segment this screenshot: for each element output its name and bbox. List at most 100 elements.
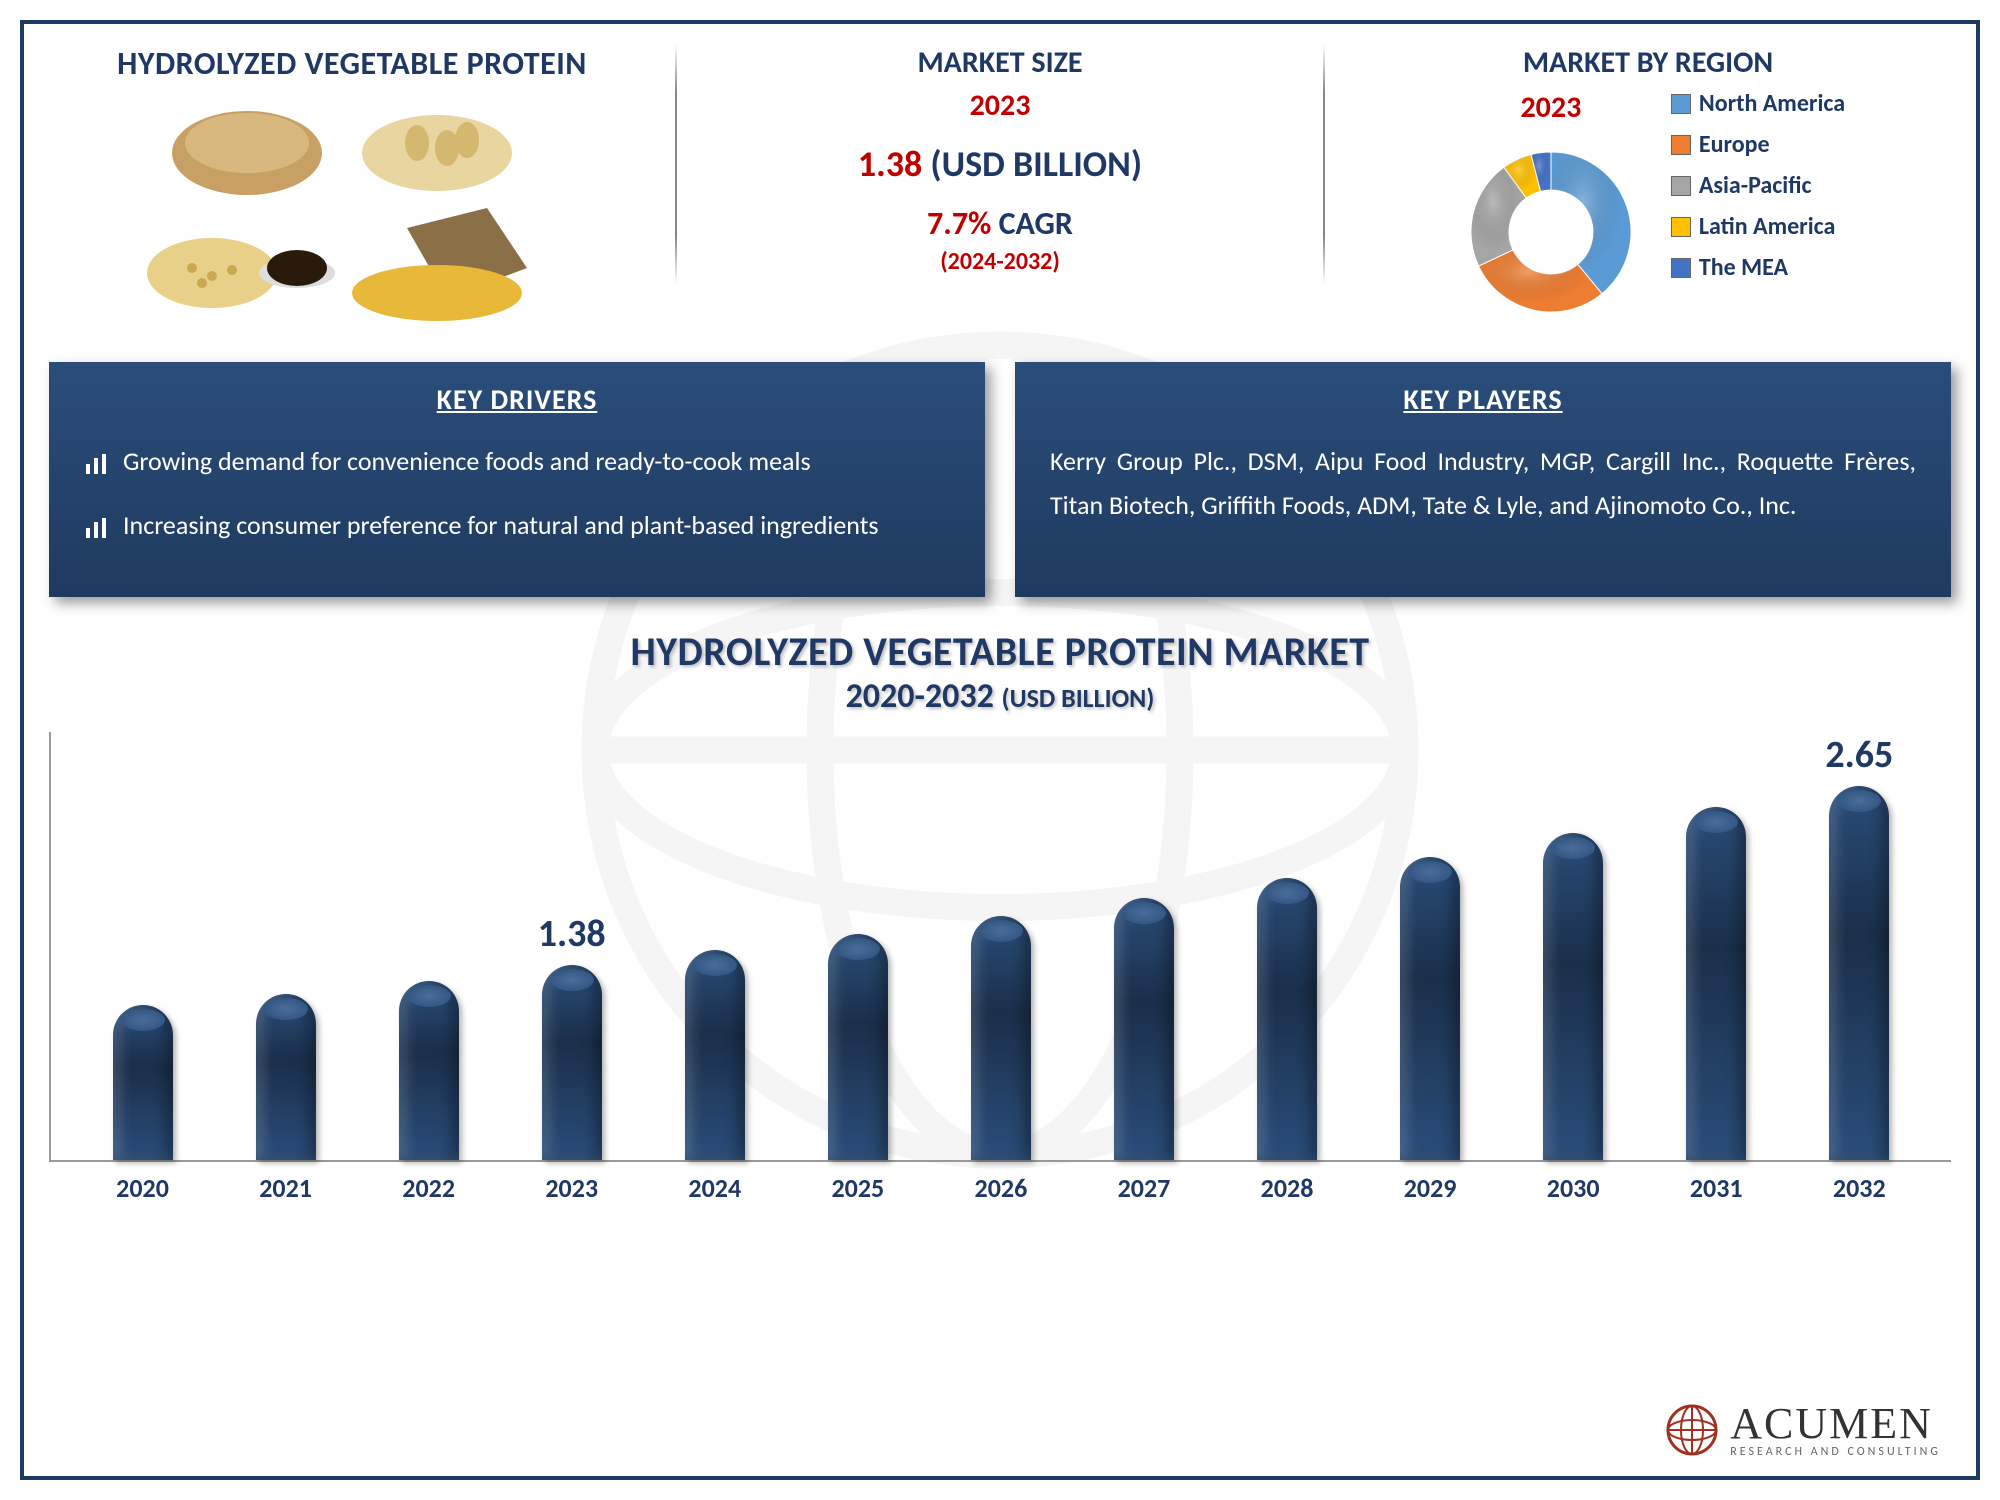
legend-item: Latin America [1671,212,1845,241]
bar-column [971,916,1031,1160]
key-drivers-title: KEY DRIVERS [84,382,950,417]
x-axis-label: 2024 [685,1172,745,1204]
product-title: HYDROLYZED VEGETABLE PROTEIN [49,44,655,83]
bar [256,994,316,1161]
key-players-box: KEY PLAYERS Kerry Group Plc., DSM, Aipu … [1015,362,1951,597]
region-column: MARKET BY REGION 2023 North America Europ… [1345,44,1951,337]
x-axis-label: 2029 [1400,1172,1460,1204]
donut-chart [1451,132,1651,332]
bar [1114,898,1174,1161]
bar-column [685,950,745,1161]
legend-item: Asia-Pacific [1671,171,1845,200]
info-boxes-row: KEY DRIVERS Growing demand for convenien… [49,362,1951,597]
region-year: 2023 [1451,89,1651,126]
market-size-label: MARKET SIZE [697,44,1303,81]
product-image-placeholder [137,98,567,328]
bar [113,1005,173,1160]
x-axis-label: 2020 [113,1172,173,1204]
x-axis-label: 2021 [256,1172,316,1204]
driver-text: Growing demand for convenience foods and… [123,439,811,489]
bar-value-label: 1.38 [538,911,606,957]
divider [1323,44,1325,284]
product-column: HYDROLYZED VEGETABLE PROTEIN [49,44,655,328]
bar-chart-icon [84,509,108,553]
bar-column [1400,857,1460,1161]
bar-column [1543,833,1603,1161]
legend-item: Europe [1671,130,1845,159]
bar [1257,878,1317,1161]
footer-logo: ACUMEN RESEARCH AND CONSULTING [1664,1402,1941,1458]
cagr-line: 7.7% CAGR [697,204,1303,243]
driver-text: Increasing consumer preference for natur… [123,503,879,553]
bar-column [256,994,316,1161]
bar-chart-unit: (USD BILLION) [1002,682,1155,714]
legend-swatch [1671,94,1691,114]
legend-item: North America [1671,89,1845,118]
x-axis-label: 2030 [1543,1172,1603,1204]
bar [1400,857,1460,1161]
bar-chart-subtitle: 2020-2032 (USD BILLION) [49,676,1951,717]
x-axis-label: 2032 [1829,1172,1889,1204]
bar-column [399,981,459,1160]
bar [1829,786,1889,1160]
donut-legend: North America Europe Asia-Pacific Latin Ame… [1671,89,1845,294]
x-axis-label: 2022 [399,1172,459,1204]
legend-label: North America [1699,89,1845,118]
bar-column [1257,878,1317,1161]
bar-chart-area: 1.38 2.65 [49,732,1951,1162]
legend-label: Latin America [1699,212,1835,241]
market-size-unit: (USD BILLION) [930,142,1142,186]
logo-name: ACUMEN [1730,1402,1941,1446]
logo-tagline: RESEARCH AND CONSULTING [1730,1446,1941,1458]
cagr-value: 7.7% [927,204,991,243]
top-row: HYDROLYZED VEGETABLE PROTEIN [49,44,1951,337]
key-players-text: Kerry Group Plc., DSM, Aipu Food Industr… [1050,439,1916,527]
bar-column [1114,898,1174,1161]
legend-label: The MEA [1699,253,1788,282]
bar-column: 2.65 [1829,732,1889,1160]
divider [675,44,677,284]
x-axis-label: 2027 [1114,1172,1174,1204]
bar-chart-icon [84,445,108,489]
bar [971,916,1031,1160]
market-size-value: 1.38 (USD BILLION) [697,142,1303,186]
bar-value-label: 2.65 [1825,732,1893,778]
legend-label: Asia-Pacific [1699,171,1812,200]
market-size-number: 1.38 [858,142,922,186]
bar [542,965,602,1160]
driver-item: Growing demand for convenience foods and… [84,439,950,489]
bar-column: 1.38 [542,911,602,1160]
x-axis-label: 2031 [1686,1172,1746,1204]
x-axis-label: 2023 [542,1172,602,1204]
market-size-column: MARKET SIZE 2023 1.38 (USD BILLION) 7.7%… [697,44,1303,276]
legend-label: Europe [1699,130,1770,159]
bar-chart-x-axis: 2020 2021 2022 2023 2024 2025 2026 2027 2028 2029… [51,1162,1951,1204]
legend-swatch [1671,258,1691,278]
infographic-frame: HYDROLYZED VEGETABLE PROTEIN [20,20,1980,1480]
x-axis-label: 2028 [1257,1172,1317,1204]
bar [1686,807,1746,1160]
market-size-year: 2023 [697,87,1303,124]
driver-item: Increasing consumer preference for natur… [84,503,950,553]
bar-chart-section: HYDROLYZED VEGETABLE PROTEIN MARKET 2020… [49,627,1951,1204]
legend-swatch [1671,135,1691,155]
bar-column [828,934,888,1160]
region-label: MARKET BY REGION [1345,44,1951,81]
bar-chart-years: 2020-2032 [846,676,994,717]
bar [1543,833,1603,1161]
logo-globe-icon [1664,1402,1720,1458]
key-drivers-box: KEY DRIVERS Growing demand for convenien… [49,362,985,597]
x-axis-label: 2026 [971,1172,1031,1204]
bar [685,950,745,1161]
legend-item: The MEA [1671,253,1845,282]
key-players-title: KEY PLAYERS [1050,382,1916,417]
bar [828,934,888,1160]
bar-column [1686,807,1746,1160]
bar [399,981,459,1160]
bar-chart-title: HYDROLYZED VEGETABLE PROTEIN MARKET [49,627,1951,676]
x-axis-label: 2025 [828,1172,888,1204]
cagr-period: (2024-2032) [697,247,1303,276]
legend-swatch [1671,176,1691,196]
bar-column [113,1005,173,1160]
cagr-label: CAGR [999,204,1073,243]
